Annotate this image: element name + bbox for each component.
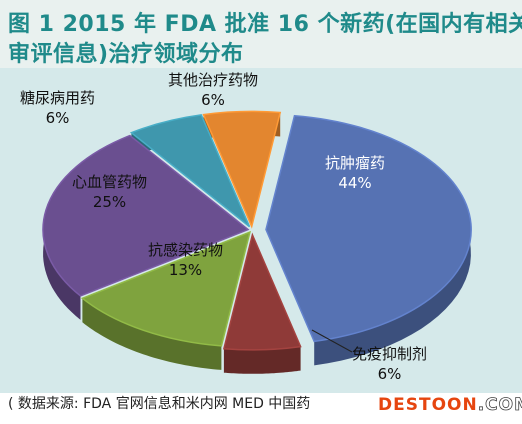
slice-other <box>202 110 282 229</box>
label-other-name: 其他治疗药物 <box>168 71 259 89</box>
label-other-pct: 6% <box>201 91 225 109</box>
label-diabetes: 糖尿病用药 6% <box>20 88 95 128</box>
label-cardio-pct: 25% <box>92 193 127 211</box>
label-diabetes-pct: 6% <box>45 109 70 127</box>
slice-cardio <box>42 134 250 297</box>
chart-title-line-1: 图 1 2015 年 FDA 批准 16 个新药(在国内有相关 <box>8 12 522 37</box>
data-source-note: ( 数据来源: FDA 官网信息和米内网 MED 中国药 <box>8 396 311 412</box>
label-antitumor-name: 抗肿瘤药 <box>325 154 386 172</box>
chart-area: 抗肿瘤药 44% 免疫抑制剂 6% 抗感染药物 13% 心血管药物 25% 糖尿… <box>0 68 522 393</box>
label-immuno-name: 免疫抑制剂 <box>352 345 428 363</box>
slice-diabetes <box>129 114 251 228</box>
label-cardio-name: 心血管药物 <box>72 173 148 191</box>
watermark-sub: .COM <box>477 395 522 416</box>
label-other: 其他治疗药物 6% <box>168 70 258 110</box>
chart-title-line-2: 审评信息)治疗领域分布 <box>8 42 244 67</box>
label-antiinfective: 抗感染药物 13% <box>148 240 223 280</box>
label-antitumor: 抗肿瘤药 44% <box>325 153 385 193</box>
label-immuno-pct: 6% <box>377 365 402 383</box>
watermark-main: DESTOON <box>378 395 478 415</box>
label-antiinfective-name: 抗感染药物 <box>148 241 224 259</box>
slice-immuno <box>222 232 302 351</box>
label-antitumor-pct: 44% <box>338 174 372 192</box>
slice-immuno-side <box>223 346 301 374</box>
slice-antiinfective-side <box>82 298 222 370</box>
label-immuno: 免疫抑制剂 6% <box>352 344 427 384</box>
leader-line-immuno <box>311 329 353 353</box>
watermark-logo: DESTOON.COM <box>374 393 522 417</box>
label-cardio: 心血管药物 25% <box>72 172 147 212</box>
slice-antiinfective <box>80 230 251 347</box>
slice-antitumor <box>265 114 472 343</box>
pie-chart <box>42 110 472 374</box>
label-diabetes-name: 糖尿病用药 <box>20 89 96 107</box>
label-antiinfective-pct: 13% <box>168 261 203 279</box>
title-band: 图 1 2015 年 FDA 批准 16 个新药(在国内有相关 审评信息)治疗领… <box>0 0 522 68</box>
